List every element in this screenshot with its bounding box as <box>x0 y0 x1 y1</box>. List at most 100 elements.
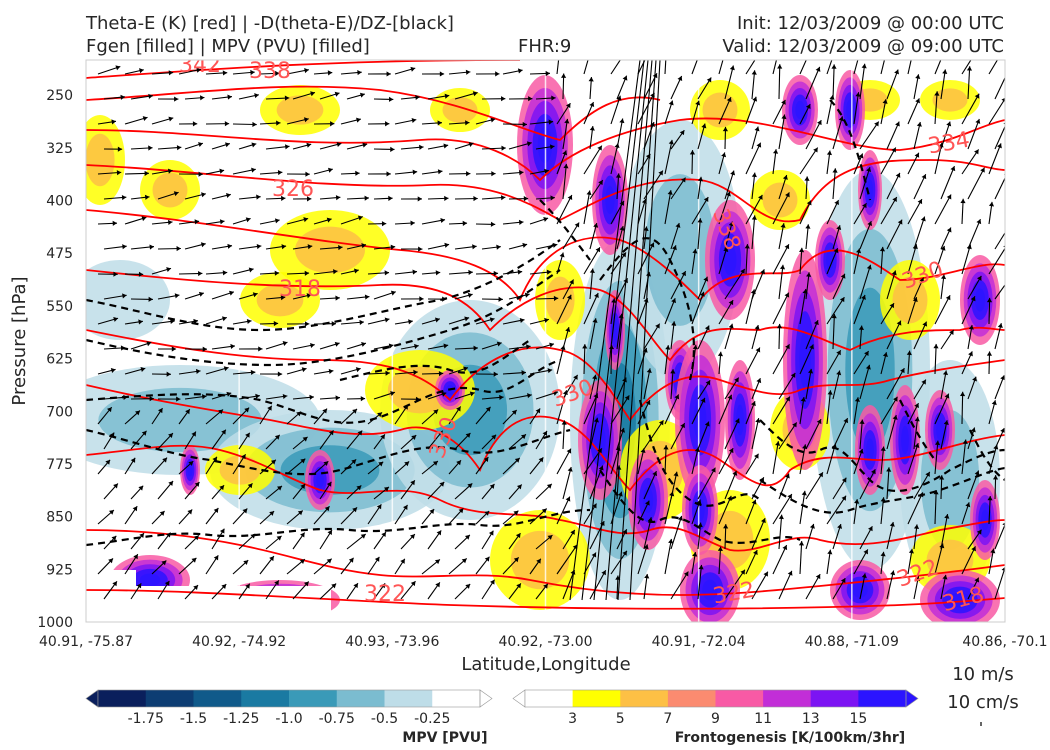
wind-vector <box>805 368 812 400</box>
wind-vector <box>967 167 985 200</box>
wind-vector-head <box>490 221 496 227</box>
wind-vector-head <box>697 176 704 182</box>
wind-vector-head <box>897 219 903 225</box>
wind-vector-head <box>244 407 250 413</box>
wind-vector <box>778 264 784 300</box>
wind-vector <box>886 570 895 600</box>
wind-vector-head <box>692 248 698 254</box>
wind-vector <box>961 149 980 175</box>
wind-vector-head <box>230 343 235 350</box>
wind-vector-head <box>443 143 449 149</box>
wind-vector-head <box>252 292 258 298</box>
wind-vector <box>778 570 793 600</box>
wind-vector-head <box>361 243 367 249</box>
wind-vector-head <box>934 440 941 446</box>
wind-vector <box>805 523 815 550</box>
wind-vector-head <box>300 484 306 489</box>
wind-vector <box>745 194 763 225</box>
wind-vector-head <box>161 560 167 566</box>
wind-vector-head <box>517 269 523 275</box>
wind-vector-head <box>274 434 280 440</box>
colorbar-swatch <box>289 690 338 707</box>
wind-vector <box>859 419 863 450</box>
wind-vector-head <box>328 430 334 436</box>
wind-vector <box>751 172 756 200</box>
wind-vector-head <box>456 460 462 466</box>
wind-vector-head <box>140 367 146 372</box>
wind-vector-head <box>357 430 363 436</box>
wind-vector-head <box>300 458 306 464</box>
wind-vector <box>880 446 885 475</box>
wind-vector-head <box>524 292 530 298</box>
wind-vector <box>805 272 810 300</box>
wind-vector-head <box>111 535 117 541</box>
colorbar-swatch <box>667 690 716 707</box>
wind-vector <box>610 298 615 325</box>
wind-vector-head <box>675 223 681 228</box>
wind-vector-head <box>761 518 766 524</box>
wind-vector-head <box>808 368 814 374</box>
wind-vector-head <box>538 457 544 463</box>
wind-vector-head <box>361 341 366 347</box>
wind-vector <box>826 443 837 475</box>
wind-vector-head <box>410 220 415 226</box>
wind-vector-head <box>490 579 495 585</box>
wind-vector-head <box>380 434 385 440</box>
wind-vector-head <box>779 264 786 270</box>
wind-vector <box>697 421 710 450</box>
colorbar-swatch <box>525 690 574 707</box>
fgen-region <box>592 145 628 255</box>
wind-vector-head <box>650 122 655 127</box>
wind-vector <box>907 60 912 75</box>
forecast-hour: FHR:9 <box>518 36 572 57</box>
wind-vector-head <box>130 457 136 463</box>
wind-vector-head <box>376 504 382 510</box>
wind-vector-head <box>950 166 956 172</box>
fgen-region <box>960 255 1000 345</box>
wind-vector-head <box>417 196 423 202</box>
wind-vector-head <box>334 341 340 347</box>
colorbar-tick-label: -0.25 <box>414 711 450 727</box>
wind-vector-head <box>621 252 626 258</box>
wind-vector <box>934 294 951 325</box>
wind-vector-head <box>338 244 343 251</box>
wind-vector <box>826 349 842 375</box>
wind-vector-head <box>148 296 153 302</box>
wind-vector-head <box>694 447 700 453</box>
wind-vector-head <box>435 582 440 588</box>
wind-vector <box>886 69 899 100</box>
wind-vector-head <box>732 470 738 476</box>
wind-vector <box>745 549 758 575</box>
wind-vector-head <box>198 142 203 147</box>
wind-vector-head <box>598 180 603 186</box>
wind-vector <box>967 218 981 250</box>
wind-vector-head <box>174 293 180 299</box>
wind-vector-head <box>386 71 391 77</box>
wind-vector <box>637 347 648 375</box>
wind-vector-head <box>939 475 945 480</box>
wind-vector-head <box>202 346 208 352</box>
wind-vector-head <box>854 499 860 504</box>
wind-vector <box>772 441 779 475</box>
wind-vector-head <box>705 380 711 386</box>
vector-key-horizontal: 10 m/s <box>952 664 1014 685</box>
wind-vector <box>853 294 866 325</box>
theta-e-contour <box>86 159 1005 223</box>
wind-vector-head <box>588 77 594 82</box>
wind-vector-head <box>667 190 673 195</box>
wind-vector-head <box>496 341 502 347</box>
wind-vector <box>940 420 948 450</box>
wind-vector <box>832 523 842 550</box>
wind-vector-head <box>933 343 939 349</box>
wind-vector-head <box>740 569 745 575</box>
wind-vector-head <box>973 50 977 55</box>
y-tick-label: 325 <box>46 141 73 157</box>
wind-vector-head <box>565 327 571 332</box>
fgen-region <box>920 570 1000 622</box>
wind-vector-head <box>229 290 234 296</box>
wind-vector <box>581 60 645 601</box>
wind-vector-head <box>390 146 395 152</box>
wind-vector <box>556 294 572 325</box>
wind-vector-head <box>535 408 541 414</box>
wind-vector-head <box>168 70 174 76</box>
